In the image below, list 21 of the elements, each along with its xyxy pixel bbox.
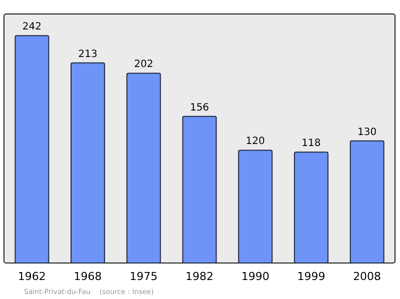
data-label: 242 [22, 22, 42, 33]
bar [294, 152, 328, 264]
data-label: 213 [78, 48, 98, 60]
x-tick-label: 2008 [353, 270, 382, 283]
x-tick-label: 1982 [186, 270, 214, 283]
bar [70, 62, 106, 264]
data-label: 202 [134, 59, 154, 70]
data-label: 156 [190, 102, 210, 114]
bar [126, 72, 161, 264]
bar [182, 116, 217, 264]
x-tick-label: 1968 [74, 270, 102, 283]
bar [14, 35, 50, 264]
bar [350, 140, 384, 264]
x-tick-label: 1990 [241, 270, 270, 283]
data-label: 118 [302, 138, 321, 150]
x-tick-label: 1999 [297, 270, 326, 283]
data-label: 130 [358, 126, 377, 138]
data-label: 120 [246, 136, 265, 148]
bar [238, 150, 273, 264]
x-tick-label: 1962 [18, 270, 46, 283]
x-tick-label: 1975 [130, 270, 158, 283]
